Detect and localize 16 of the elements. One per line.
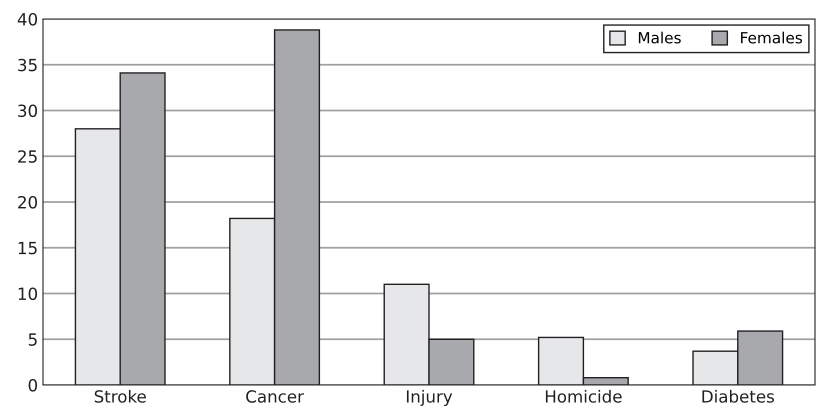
x-tick-label: Homicide [546, 390, 622, 403]
x-tick-label: Cancer [246, 390, 304, 403]
x-tick-label: Injury [406, 390, 452, 406]
y-tick-label: 30 [18, 104, 38, 118]
x-tick-label: Stroke [94, 390, 146, 403]
y-tick-label: 15 [18, 242, 37, 254]
y-tick-label: 5 [28, 333, 37, 346]
y-tick-label: 20 [18, 196, 38, 209]
y-tick-label: 0 [28, 378, 38, 392]
y-tick-label: 35 [18, 58, 37, 72]
legend-label: Males [638, 32, 681, 44]
legend-label: Females [741, 32, 802, 44]
x-tick-label: Diabetes [702, 390, 774, 403]
y-tick-label: 40 [18, 12, 38, 26]
y-tick-label: 25 [18, 150, 37, 163]
y-tick-label: 10 [18, 287, 38, 300]
